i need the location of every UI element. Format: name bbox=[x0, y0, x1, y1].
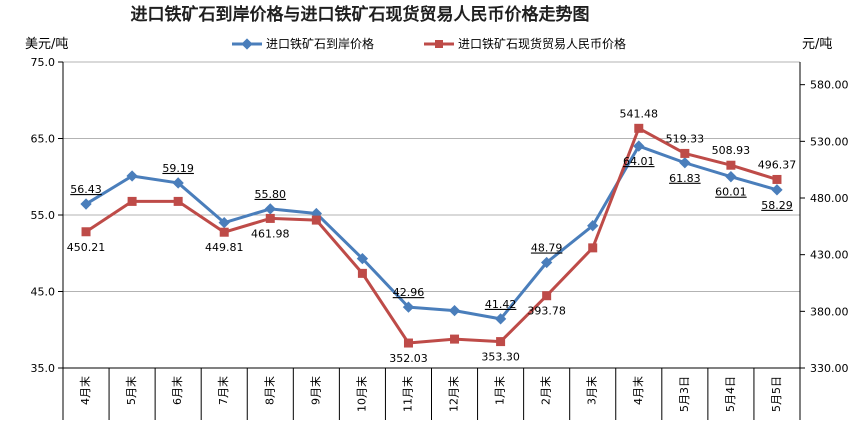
series1-point bbox=[725, 171, 737, 183]
series2-point bbox=[726, 160, 736, 170]
right-tick-label: 580.00 bbox=[810, 79, 849, 92]
category-label: 12月末 bbox=[447, 376, 461, 412]
chart-title: 进口铁矿石到岸价格与进口铁矿石现货贸易人民币价格走势图 bbox=[131, 4, 590, 25]
category-label: 9月末 bbox=[308, 376, 322, 405]
data-label: 60.01 bbox=[715, 186, 747, 199]
category-label: 11月末 bbox=[400, 376, 414, 412]
category-label: 5月5日 bbox=[770, 376, 783, 412]
data-label: 508.93 bbox=[712, 144, 751, 157]
right-axis-unit: 元/吨 bbox=[802, 37, 832, 52]
series2-point bbox=[265, 213, 275, 223]
data-label: 58.29 bbox=[761, 199, 793, 212]
data-label: 42.96 bbox=[393, 286, 425, 299]
right-tick-label: 380.00 bbox=[810, 305, 849, 318]
series1-point bbox=[126, 170, 138, 182]
series-line-1 bbox=[85, 144, 778, 321]
right-tick-label: 530.00 bbox=[810, 135, 849, 148]
legend-label-series1: 进口铁矿石到岸价格 bbox=[266, 36, 374, 51]
series2-point bbox=[403, 338, 413, 348]
left-tick-label: 75.0 bbox=[31, 56, 56, 69]
series2-point bbox=[450, 334, 460, 344]
series1-point bbox=[264, 203, 276, 215]
series1-point bbox=[218, 216, 230, 229]
axes bbox=[62, 62, 801, 420]
category-label: 4月末 bbox=[631, 376, 645, 405]
series2-point bbox=[127, 196, 137, 206]
data-label: 353.30 bbox=[481, 351, 520, 364]
data-label: 55.80 bbox=[255, 188, 287, 201]
right-axis-ticks: 330.00 380.00 430.00 480.00 530.00 580.00 bbox=[800, 79, 849, 375]
category-label: 10月末 bbox=[354, 376, 368, 412]
series2-point bbox=[772, 174, 782, 184]
category-label: 5月4日 bbox=[724, 376, 737, 412]
series2-point bbox=[81, 227, 91, 237]
series2-point bbox=[219, 227, 229, 237]
series bbox=[80, 123, 783, 348]
left-tick-label: 45.0 bbox=[31, 286, 56, 299]
series1-point bbox=[540, 256, 553, 269]
data-label: 496.37 bbox=[758, 158, 797, 171]
left-tick-label: 35.0 bbox=[31, 362, 56, 375]
series2-point bbox=[357, 268, 367, 278]
series1-point bbox=[172, 177, 184, 189]
category-label: 5月3日 bbox=[678, 376, 691, 412]
data-label: 48.79 bbox=[531, 242, 563, 255]
series2-point bbox=[311, 215, 321, 225]
series2-point bbox=[634, 123, 644, 133]
right-tick-label: 480.00 bbox=[810, 192, 849, 205]
data-label: 59.19 bbox=[162, 162, 194, 175]
series2-point bbox=[588, 243, 598, 253]
data-label: 450.21 bbox=[67, 241, 106, 254]
data-label: 519.33 bbox=[666, 132, 705, 145]
category-label: 7月末 bbox=[216, 376, 230, 405]
data-label: 541.48 bbox=[620, 107, 659, 120]
series2-point bbox=[173, 196, 183, 206]
series1-point bbox=[448, 304, 461, 317]
legend-label-series2: 进口铁矿石现货贸易人民币价格 bbox=[458, 36, 626, 51]
series2-point bbox=[680, 148, 690, 158]
series1-point bbox=[633, 140, 645, 152]
category-label: 4月末 bbox=[78, 376, 92, 405]
series1-point bbox=[771, 184, 783, 196]
legend-marker-series2 bbox=[435, 40, 443, 48]
series-line-2 bbox=[85, 126, 778, 345]
right-tick-label: 430.00 bbox=[810, 249, 849, 262]
data-label: 64.01 bbox=[623, 155, 655, 168]
series2-point bbox=[496, 337, 506, 347]
series1-point bbox=[679, 157, 691, 169]
left-tick-label: 55.0 bbox=[31, 209, 56, 222]
series1-point bbox=[402, 301, 415, 313]
series1-point bbox=[494, 313, 507, 325]
data-label: 61.83 bbox=[669, 172, 701, 185]
data-label: 56.43 bbox=[70, 183, 102, 196]
left-axis-unit: 美元/吨 bbox=[25, 37, 68, 52]
left-axis-ticks: 35.0 45.0 55.0 65.0 75.0 bbox=[31, 56, 63, 375]
legend-marker-series1 bbox=[241, 38, 253, 50]
data-label: 352.03 bbox=[389, 352, 428, 365]
series2-point bbox=[542, 291, 552, 301]
category-label: 8月末 bbox=[262, 376, 276, 405]
legend-item-series2: 进口铁矿石现货贸易人民币价格 bbox=[424, 36, 626, 51]
category-label: 6月末 bbox=[170, 376, 184, 405]
category-label: 5月末 bbox=[124, 376, 138, 405]
left-tick-label: 65.0 bbox=[31, 133, 56, 146]
gridlines bbox=[63, 61, 800, 292]
data-label: 449.81 bbox=[205, 241, 244, 254]
legend: 进口铁矿石到岸价格 进口铁矿石现货贸易人民币价格 bbox=[232, 36, 626, 51]
data-label: 41.42 bbox=[485, 298, 517, 311]
series1-point bbox=[587, 220, 599, 232]
right-tick-label: 330.00 bbox=[810, 362, 849, 375]
category-label: 3月末 bbox=[585, 376, 599, 405]
data-label: 461.98 bbox=[251, 227, 290, 240]
legend-item-series1: 进口铁矿石到岸价格 bbox=[232, 36, 374, 51]
category-labels: 4月末 5月末 6月末 7月末 8月末 9月末 10月末 11月末 12月末 1月末 2月末 3月末 4… bbox=[78, 376, 783, 412]
data-labels: 56.43 59.19 55.80 42.96 41.42 48.79 64.01 61.83… bbox=[67, 107, 796, 365]
category-label: 1月末 bbox=[493, 376, 507, 405]
category-label: 2月末 bbox=[539, 376, 553, 405]
data-label: 393.78 bbox=[527, 305, 566, 318]
